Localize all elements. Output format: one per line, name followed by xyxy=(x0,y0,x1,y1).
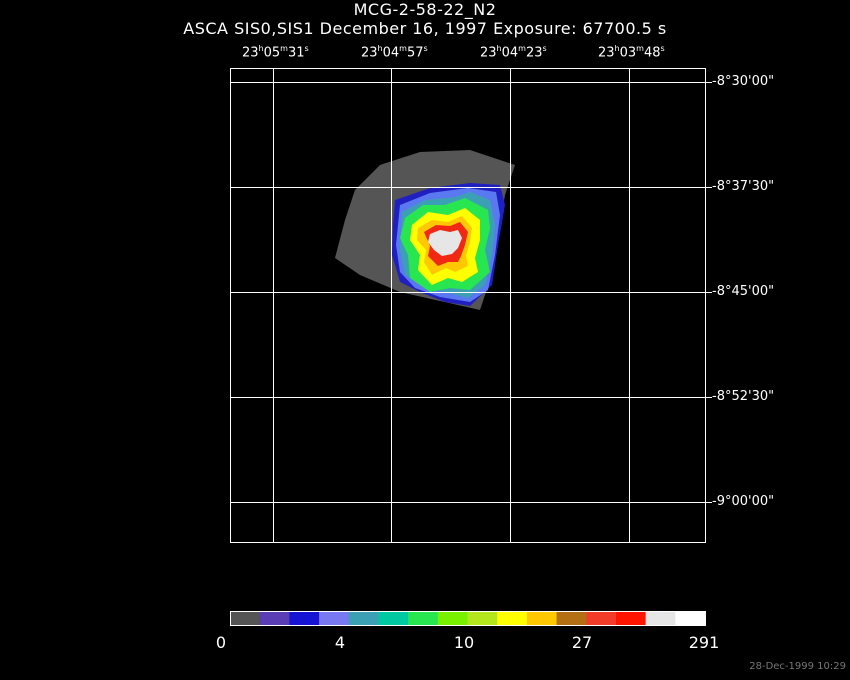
image-title: MCG-2-58-22_N2 xyxy=(353,0,497,19)
ra-label: 23h05m31s xyxy=(242,44,309,61)
colorbar-swatch xyxy=(408,611,439,625)
colorbar-swatch xyxy=(556,611,587,625)
xray-count-image xyxy=(335,150,515,310)
colorbar-swatch xyxy=(675,611,706,625)
dec-label: -8°52'30" xyxy=(712,389,775,404)
coordinate-grid xyxy=(230,68,712,542)
colorbar-label: 0 xyxy=(215,633,227,652)
ra-label: 23h04m23s xyxy=(480,44,547,61)
colorbar-swatch xyxy=(378,611,409,625)
colorbar-frame xyxy=(230,611,706,626)
colorbar-swatch xyxy=(526,611,558,625)
colorbar-swatch xyxy=(645,611,676,625)
colorbar-swatch xyxy=(467,611,498,625)
colorbar-swatch xyxy=(437,611,468,625)
dec-label: -8°30'00" xyxy=(712,74,775,89)
colorbar-label: 27 xyxy=(571,633,593,652)
colorbar-swatch xyxy=(319,611,350,625)
colorbar-swatch xyxy=(259,611,290,625)
timestamp: 28-Dec-1999 10:29 xyxy=(749,661,846,672)
colorbar-swatch xyxy=(615,611,647,625)
colorbar-swatch xyxy=(230,611,261,625)
image-subtitle: ASCA SIS0,SIS1 December 16, 1997 Exposur… xyxy=(183,19,667,38)
colorbar-swatch xyxy=(289,611,320,625)
ra-label: 23h03m48s xyxy=(598,44,665,61)
colorbar-swatch xyxy=(497,611,528,625)
colorbar xyxy=(230,611,706,625)
colorbar-label: 291 xyxy=(688,633,720,652)
dec-label: -8°45'00" xyxy=(712,284,775,299)
colorbar-swatch xyxy=(348,611,379,625)
colorbar-label: 10 xyxy=(453,633,475,652)
ra-label: 23h04m57s xyxy=(361,44,428,61)
colorbar-swatch xyxy=(586,611,617,625)
dec-label: -9°00'00" xyxy=(712,494,775,509)
colorbar-label: 4 xyxy=(334,633,346,652)
plot-frame xyxy=(230,68,706,543)
dec-label: -8°37'30" xyxy=(712,179,775,194)
